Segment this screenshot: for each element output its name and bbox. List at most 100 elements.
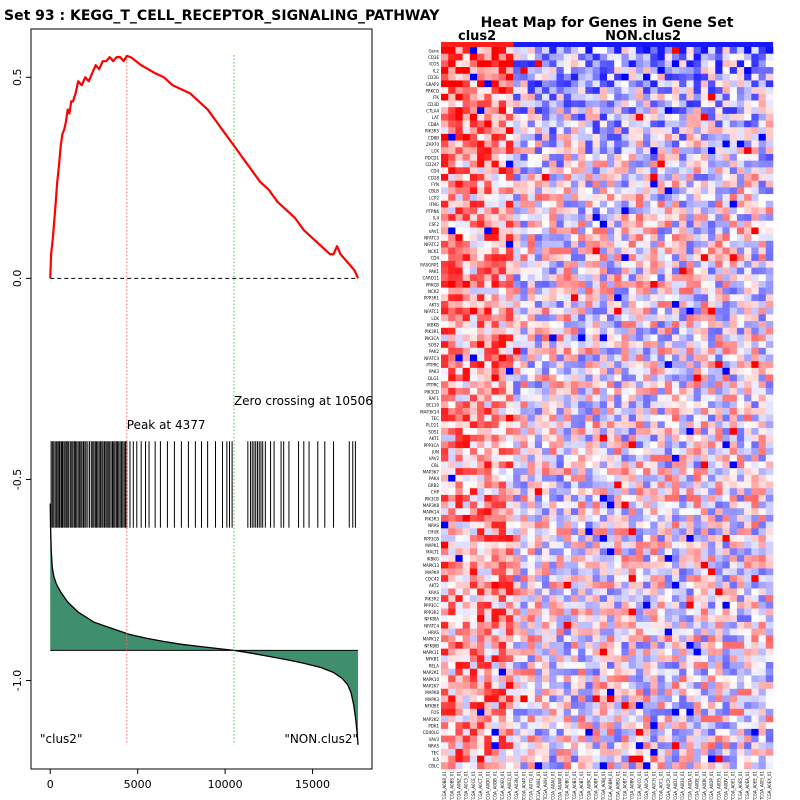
- heatmap-cell: [628, 254, 637, 262]
- heatmap-cell: [441, 294, 449, 302]
- heatmap-cell: [448, 361, 456, 369]
- heatmap-cell: [542, 341, 550, 349]
- heatmap-cell: [657, 194, 666, 202]
- heatmap-cell: [469, 374, 478, 382]
- heatmap-cell: [534, 267, 543, 275]
- heatmap-cell: [671, 722, 680, 730]
- heatmap-cell: [736, 555, 745, 563]
- heatmap-cell: [693, 608, 702, 616]
- heatmap-cell: [469, 140, 478, 148]
- heatmap-cell: [621, 508, 629, 516]
- heatmap-cell: [758, 728, 767, 736]
- heatmap-cell: [592, 267, 601, 275]
- heatmap-cell: [679, 73, 687, 81]
- heatmap-cell: [708, 147, 716, 155]
- heatmap-cell: [592, 234, 601, 242]
- heatmap-cell: [708, 140, 716, 148]
- heatmap-cell: [527, 662, 536, 670]
- heatmap-cell: [491, 742, 500, 750]
- heatmap-cell: [744, 107, 752, 115]
- heatmap-cell: [599, 274, 608, 282]
- heatmap-cell: [765, 481, 774, 489]
- heatmap-group-bar: [441, 42, 514, 48]
- heatmap-cell: [505, 234, 514, 242]
- heatmap-cell: [765, 367, 774, 375]
- heatmap-cell: [650, 240, 658, 248]
- heatmap-cell: [484, 434, 492, 442]
- heatmap-cell: [578, 682, 586, 690]
- heatmap-cell: [520, 53, 528, 61]
- heatmap-cell: [520, 280, 528, 288]
- heatmap-cell: [628, 648, 637, 656]
- heatmap-cell: [664, 307, 673, 315]
- heatmap-cell: [614, 528, 622, 536]
- heatmap-cell: [498, 47, 507, 54]
- heatmap-cell: [441, 174, 449, 182]
- group-annotation-right: "NON.clus2": [284, 732, 358, 746]
- heatmap-cell: [477, 414, 485, 422]
- heatmap-cell: [498, 60, 507, 68]
- heatmap-cell: [455, 194, 463, 202]
- heatmap-cell: [542, 200, 550, 208]
- heatmap-cell: [686, 87, 694, 95]
- heatmap-cell: [542, 267, 550, 275]
- heatmap-cell: [599, 601, 608, 609]
- heatmap-cell: [751, 481, 759, 489]
- heatmap-cell: [708, 575, 716, 583]
- heatmap-cell: [628, 341, 637, 349]
- heatmap-cell: [592, 160, 601, 168]
- heatmap-cell: [498, 307, 507, 315]
- heatmap-cell: [664, 621, 673, 629]
- heatmap-cell: [621, 588, 629, 596]
- heatmap-cell: [542, 702, 550, 710]
- heatmap-cell: [664, 588, 673, 596]
- heatmap-cell: [462, 367, 471, 375]
- heatmap-cell: [708, 274, 716, 282]
- heatmap-cell: [607, 481, 615, 489]
- heatmap-cell: [628, 742, 637, 750]
- heatmap-cell: [549, 541, 557, 549]
- heatmap-cell: [614, 535, 622, 543]
- heatmap-cell: [671, 127, 680, 135]
- heatmap-cell: [686, 374, 694, 382]
- heatmap-cell: [549, 147, 557, 155]
- heatmap-cell: [664, 648, 673, 656]
- heatmap-cell: [441, 47, 449, 54]
- heatmap-cell: [477, 621, 485, 629]
- heatmap-cell: [556, 588, 564, 596]
- heatmap-cell: [679, 140, 687, 148]
- heatmap-cell: [513, 682, 521, 690]
- heatmap-cell: [758, 702, 767, 710]
- heatmap-cell: [462, 461, 471, 469]
- heatmap-cell: [628, 595, 637, 603]
- heatmap-cell: [664, 521, 673, 529]
- heatmap-cell: [621, 635, 629, 643]
- heatmap-cell: [708, 461, 716, 469]
- heatmap-cell: [455, 508, 463, 516]
- heatmap-cell: [462, 267, 471, 275]
- heatmap-cell: [592, 287, 601, 295]
- heatmap-cell: [542, 568, 550, 576]
- heatmap-cell: [744, 655, 752, 663]
- enrichment-plot-frame: [30, 28, 373, 770]
- heatmap-cell: [671, 301, 680, 309]
- heatmap-cell: [592, 174, 601, 182]
- heatmap-cell: [484, 100, 492, 108]
- heatmap-cell: [563, 494, 572, 502]
- heatmap-cell: [729, 133, 738, 141]
- heatmap-cell: [498, 374, 507, 382]
- heatmap-cell: [693, 73, 702, 81]
- heatmap-cell: [462, 575, 471, 583]
- heatmap-cell: [585, 394, 593, 402]
- heatmap-cell: [621, 595, 629, 603]
- heatmap-cell: [722, 514, 730, 522]
- heatmap-cell: [729, 688, 738, 696]
- heatmap-cell: [441, 441, 449, 449]
- heatmap-cell: [505, 414, 514, 422]
- heatmap-cell: [527, 127, 536, 135]
- heatmap-cell: [765, 294, 774, 302]
- heatmap-cell: [441, 187, 449, 195]
- heatmap-cell: [671, 635, 680, 643]
- heatmap-cell: [513, 595, 521, 603]
- heatmap-cell: [693, 628, 702, 636]
